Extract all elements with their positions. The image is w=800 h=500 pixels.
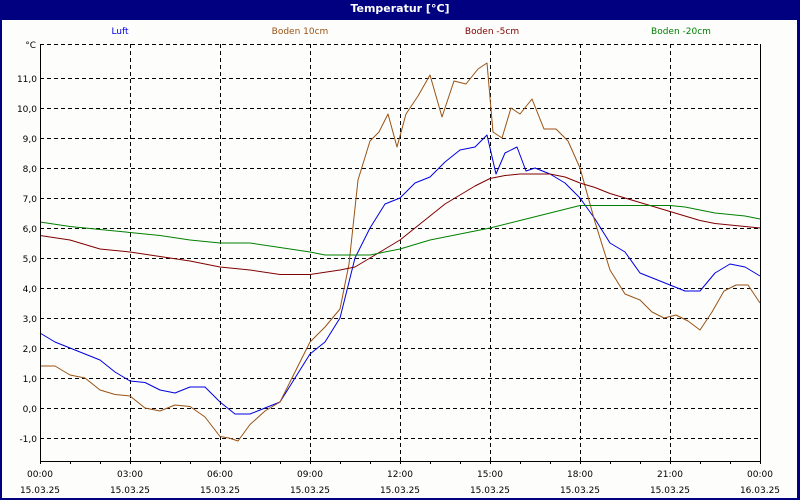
y-tick-label: 1,0 xyxy=(23,375,38,385)
temperature-chart: Luft Boden 10cm Boden -5cm Boden -20cm °C 11… xyxy=(17,27,780,496)
y-tick-label: 8,0 xyxy=(23,165,38,175)
x-tick-date: 15.03.25 xyxy=(20,486,60,496)
x-tick-date: 15.03.25 xyxy=(560,486,600,496)
chart-axes xyxy=(40,44,761,464)
x-tick-date: 15.03.25 xyxy=(290,486,330,496)
y-tick-label: 5,0 xyxy=(23,255,38,265)
y-tick-label: 2,0 xyxy=(23,345,38,355)
y-tick-label: 0,0 xyxy=(23,405,38,415)
chart-canvas: Luft Boden 10cm Boden -5cm Boden -20cm °C 11… xyxy=(2,20,797,498)
y-tick-label: -1,0 xyxy=(19,435,37,445)
x-tick-date: 15.03.25 xyxy=(470,486,510,496)
x-axis-labels: 00:00 15.03.25 03:00 15.03.25 06:00 15.03.25 0… xyxy=(20,470,780,496)
x-tick-time: 06:00 xyxy=(207,470,233,480)
x-tick-date: 15.03.25 xyxy=(110,486,150,496)
x-tick-date: 15.03.25 xyxy=(380,486,420,496)
y-axis-labels: °C 11,0 10,0 9,0 8,0 7,0 6,0 5,0 4,0 3,0 2,0 1,0 0,0… xyxy=(17,41,37,445)
series-line-boden-10cm xyxy=(40,62,761,442)
legend-item-boden-20cm: Boden -20cm xyxy=(651,27,711,37)
x-tick-time: 12:00 xyxy=(387,470,413,480)
x-tick-date: 16.03.25 xyxy=(740,486,780,496)
x-tick-time: 03:00 xyxy=(117,470,143,480)
x-tick-time: 00:00 xyxy=(747,470,773,480)
series-line-boden-20cm xyxy=(39,205,761,256)
x-tick-time: 15:00 xyxy=(477,470,503,480)
y-tick-label: 6,0 xyxy=(23,225,38,235)
chart-legend: Luft Boden 10cm Boden -5cm Boden -20cm xyxy=(111,27,711,37)
window-title: Temperatur [°C] xyxy=(350,2,450,15)
chart-grid xyxy=(40,44,760,461)
y-tick-label: 10,0 xyxy=(17,105,37,115)
legend-item-boden-5cm: Boden -5cm xyxy=(465,27,519,37)
series-line-boden-5cm xyxy=(39,173,761,275)
y-tick-label: 7,0 xyxy=(23,195,38,205)
x-tick-time: 09:00 xyxy=(297,470,323,480)
x-tick-time: 18:00 xyxy=(567,470,593,480)
y-tick-label: 11,0 xyxy=(17,75,37,85)
x-tick-date: 15.03.25 xyxy=(200,486,240,496)
x-tick-time: 21:00 xyxy=(657,470,683,480)
legend-item-boden-10cm: Boden 10cm xyxy=(272,27,329,37)
y-tick-label: 3,0 xyxy=(23,315,38,325)
chart-series xyxy=(39,62,761,442)
y-axis-unit-label: °C xyxy=(25,41,36,51)
y-tick-label: 9,0 xyxy=(23,135,38,145)
legend-item-luft: Luft xyxy=(111,27,129,37)
x-tick-date: 15.03.25 xyxy=(650,486,690,496)
series-line-luft xyxy=(39,134,761,415)
y-tick-label: 4,0 xyxy=(23,285,38,295)
x-tick-time: 00:00 xyxy=(27,470,53,480)
